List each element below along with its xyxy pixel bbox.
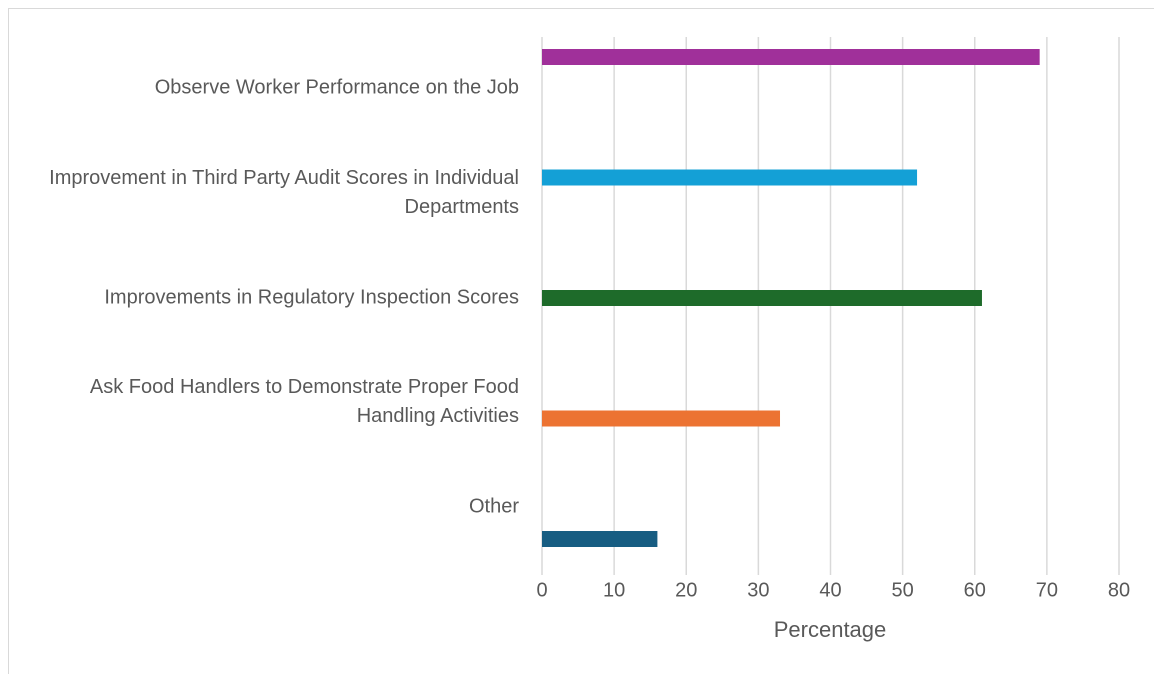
bar — [542, 290, 982, 306]
y-tick-label: Improvement in Third Party Audit Scores … — [49, 166, 519, 218]
x-tick-label: 70 — [1036, 579, 1058, 601]
y-tick-label: Other — [468, 495, 519, 518]
chart-border — [8, 8, 1154, 674]
y-tick-label: Ask Food Handlers to Demonstrate Proper … — [89, 376, 519, 428]
bar — [542, 169, 918, 186]
y-tick-label: Observe Worker Performance on the Job — [154, 76, 519, 99]
bar — [542, 531, 658, 547]
y-tick-label: Improvements in Regulatory Inspection Sc… — [104, 286, 519, 308]
x-tick-label: 80 — [1108, 579, 1130, 601]
bar — [542, 410, 781, 427]
x-tick-label: 60 — [964, 579, 986, 601]
x-tick-label: 20 — [675, 579, 697, 601]
x-tick-label: 0 — [536, 579, 547, 601]
x-tick-label: 10 — [603, 579, 625, 601]
bar — [542, 49, 1040, 65]
x-tick-label: 40 — [819, 579, 841, 601]
x-tick-label: 50 — [892, 579, 914, 601]
x-tick-label: 30 — [747, 579, 769, 601]
x-axis-title: Percentage — [774, 617, 887, 642]
